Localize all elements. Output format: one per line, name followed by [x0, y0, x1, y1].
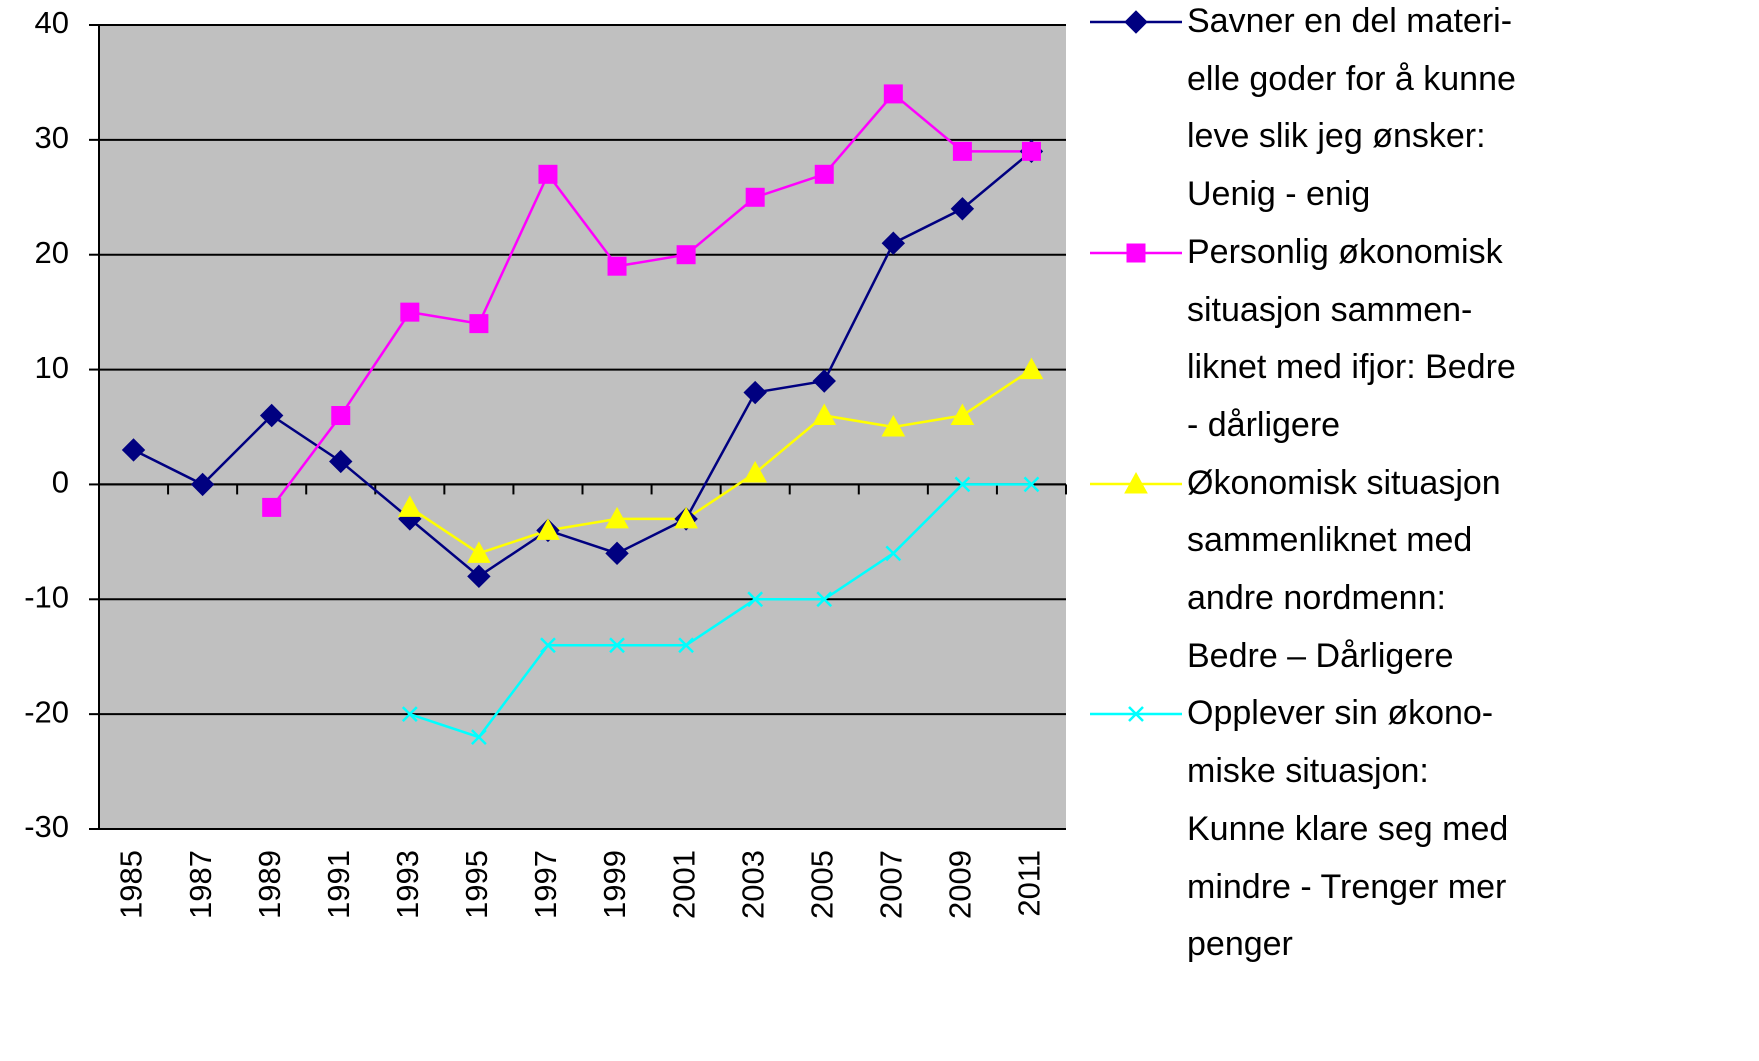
marker [1124, 10, 1148, 34]
legend-label: Savner en del materi- elle goder for å k… [1187, 2, 1516, 214]
legend-swatch [1090, 10, 1182, 34]
legend-swatch [1090, 706, 1182, 723]
legend-swatch [1090, 471, 1182, 494]
x-tick-label: 1987 [183, 850, 218, 919]
marker [745, 187, 765, 207]
marker [950, 403, 975, 426]
marker [816, 591, 833, 608]
marker [812, 369, 836, 393]
legend: Savner en del materi- elle goder for å k… [1090, 0, 1759, 974]
legend-label: Økonomisk situasjon sammenliknet med and… [1187, 463, 1501, 675]
marker [954, 476, 971, 493]
marker [814, 164, 834, 184]
x-tick-label: 1991 [321, 850, 356, 919]
legend-label: Personlig økonomisk situasjon sammen- li… [1187, 232, 1516, 444]
marker [262, 497, 282, 517]
marker [812, 403, 837, 426]
marker [747, 591, 764, 608]
marker [397, 495, 422, 517]
marker [952, 141, 972, 161]
series-line [409, 368, 1033, 555]
x-tick-label: 1999 [597, 850, 632, 919]
x-tick-label: 1997 [528, 850, 563, 919]
legend-entry: Savner en del materi- elle goder for å k… [1090, 0, 1759, 224]
marker [1124, 471, 1148, 494]
x-tick-label: 2005 [804, 850, 839, 919]
x-tick-label: 1985 [114, 850, 149, 919]
marker [331, 406, 351, 426]
x-tick-label: 2009 [943, 850, 978, 919]
legend-entry: Opplever sin økono- miske situasjon: Kun… [1090, 685, 1759, 974]
y-tick-label: 10 [35, 350, 69, 385]
marker [471, 729, 487, 745]
x-tick-label: 2007 [874, 850, 909, 919]
legend-entry: Personlig økonomisk situasjon sammen- li… [1090, 224, 1759, 455]
marker [883, 84, 903, 104]
y-tick-label: 30 [35, 120, 69, 155]
series-line [270, 92, 1032, 509]
marker [538, 164, 558, 184]
y-tick-label: -20 [24, 694, 69, 729]
marker [400, 302, 420, 322]
marker [605, 541, 629, 566]
series-line [132, 150, 1033, 578]
legend-entry: Økonomisk situasjon sammenliknet med and… [1090, 455, 1759, 686]
x-tick-label: 2011 [1012, 850, 1047, 917]
marker [881, 414, 906, 437]
marker [1019, 357, 1044, 380]
marker [467, 564, 491, 589]
y-tick-label: -10 [24, 579, 69, 614]
marker [678, 637, 694, 654]
marker [190, 472, 215, 497]
marker [469, 314, 489, 334]
y-tick-label: 0 [52, 465, 69, 500]
marker [121, 438, 146, 462]
marker [674, 506, 698, 529]
marker [1023, 476, 1040, 493]
x-tick-label: 1993 [390, 850, 425, 919]
marker [329, 449, 353, 474]
x-tick-label: 2001 [666, 850, 701, 919]
marker [885, 545, 902, 562]
x-tick-label: 1995 [459, 850, 494, 919]
marker [609, 637, 625, 654]
y-tick-label: 20 [35, 235, 69, 270]
marker [1021, 141, 1041, 161]
marker [950, 197, 975, 221]
marker [605, 506, 629, 529]
marker [743, 460, 768, 483]
chart: -30 -20 -10 0 10 20 30 40 1985 1987 1989 1991 1993 19… [24, 5, 1067, 919]
y-tick-label: 40 [35, 5, 69, 40]
marker [676, 245, 696, 265]
marker [259, 403, 284, 428]
marker [743, 380, 767, 405]
plot-area [99, 25, 1066, 829]
marker [540, 637, 556, 654]
x-tick-label: 1989 [252, 850, 287, 919]
marker [1126, 243, 1146, 263]
marker [536, 518, 560, 540]
marker [881, 231, 906, 255]
marker [1128, 706, 1144, 723]
marker [467, 541, 491, 563]
x-tick-label: 2003 [735, 850, 770, 919]
y-tick-label: -30 [24, 809, 69, 844]
series-line [409, 483, 1032, 739]
marker [401, 706, 418, 723]
legend-label: Opplever sin økono- miske situasjon: Kun… [1187, 694, 1509, 964]
marker [607, 256, 627, 276]
legend-swatch [1090, 243, 1182, 263]
